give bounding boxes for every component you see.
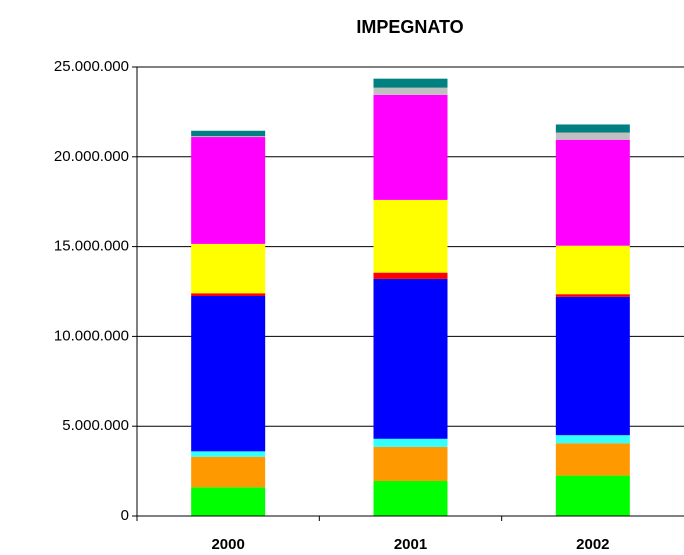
bar-segment [555,245,630,295]
y-tick-label: 25.000.000 [54,58,129,75]
bar-segment [373,438,448,447]
bar-segment [191,487,266,516]
x-tick-label: 2000 [211,536,244,553]
bar-segment [555,475,630,516]
y-tick-label: 10.000.000 [54,327,129,344]
y-tick-label: 0 [121,507,129,524]
bar-segment [373,78,448,88]
y-tick-label: 15.000.000 [54,238,129,255]
x-tick-label: 2002 [576,536,609,553]
bar-segment [191,293,266,296]
bar-segment [373,272,448,279]
bar-segment [555,443,630,476]
bar-segment [373,87,448,95]
bar-segment [555,124,630,133]
bar-segment [555,296,630,436]
bar-segment [191,137,266,244]
bar-segment [373,278,448,439]
bar-segment [191,130,266,137]
bar-segment [555,132,630,140]
y-tick-label: 20.000.000 [54,148,129,165]
bar-segment [191,243,266,294]
bar-segment [191,136,266,138]
chart-title: IMPEGNATO [356,17,463,37]
bar-segment [373,199,448,273]
bar-segment [555,294,630,297]
bar-segment [373,446,448,481]
bar-segment [555,435,630,444]
bar-segment [555,139,630,246]
bar-segment [191,451,266,457]
bar-segment [373,480,448,516]
bar-segment [191,456,266,488]
bar-segment [373,94,448,200]
x-tick-label: 2001 [394,536,427,553]
y-tick-label: 5.000.000 [62,417,129,434]
bar-segment [191,295,266,452]
